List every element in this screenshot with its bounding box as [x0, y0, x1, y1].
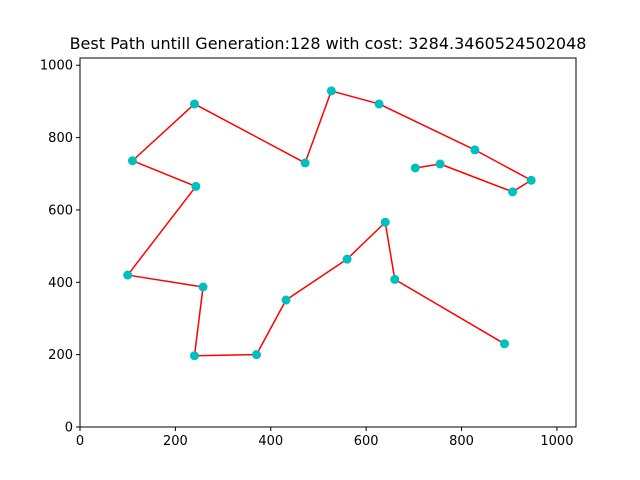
path-segment — [127, 185, 197, 276]
x-tick-label: 600 — [354, 434, 379, 449]
city-point — [300, 158, 310, 168]
city-point — [380, 217, 390, 227]
plot-area — [123, 86, 536, 361]
path-segment — [474, 149, 532, 181]
city-point — [410, 163, 420, 173]
path-segment — [394, 278, 505, 345]
axes-frame — [79, 57, 577, 428]
x-tick-label: 400 — [258, 434, 283, 449]
path-segment — [331, 90, 380, 105]
path-segment — [131, 103, 195, 162]
path-segment — [127, 274, 204, 288]
path-segment — [384, 222, 396, 280]
city-point — [251, 350, 261, 360]
y-tick-label: 400 — [48, 276, 73, 291]
city-point — [470, 145, 480, 155]
city-point — [123, 270, 133, 280]
path-segment — [304, 90, 333, 164]
city-point — [390, 274, 400, 284]
path-segment — [346, 221, 386, 260]
path-segment — [255, 299, 287, 356]
city-point — [127, 156, 137, 166]
city-point — [281, 295, 291, 305]
y-tick-label: 200 — [48, 348, 73, 363]
city-point — [435, 159, 445, 169]
city-point — [342, 254, 352, 264]
path-segment — [378, 103, 476, 151]
city-point — [191, 181, 201, 191]
y-tick-label: 1000 — [40, 59, 73, 74]
y-tick-label: 800 — [48, 131, 73, 146]
city-point — [499, 339, 509, 349]
city-point — [374, 99, 384, 109]
path-segment — [194, 103, 306, 164]
y-tick-label: 600 — [48, 203, 73, 218]
city-point — [189, 99, 199, 109]
y-axis: 0 200 400 600 800 1000 — [40, 59, 80, 436]
city-point — [326, 86, 336, 96]
city-point — [189, 351, 199, 361]
chart-title: Best Path untill Generation:128 with cos… — [70, 34, 587, 53]
city-point — [508, 187, 518, 197]
city-point — [198, 282, 208, 292]
x-tick-label: 200 — [163, 434, 188, 449]
path-segment — [193, 286, 204, 356]
x-tick-label: 0 — [76, 434, 84, 449]
path-segment — [285, 258, 348, 301]
x-axis: 0 200 400 600 800 1000 — [76, 427, 573, 449]
path-segment — [132, 160, 197, 188]
x-tick-label: 800 — [449, 434, 474, 449]
path-segment — [194, 353, 257, 357]
city-point — [526, 175, 536, 185]
path-segment — [439, 163, 513, 193]
y-tick-label: 0 — [65, 421, 73, 436]
x-tick-label: 1000 — [540, 434, 573, 449]
